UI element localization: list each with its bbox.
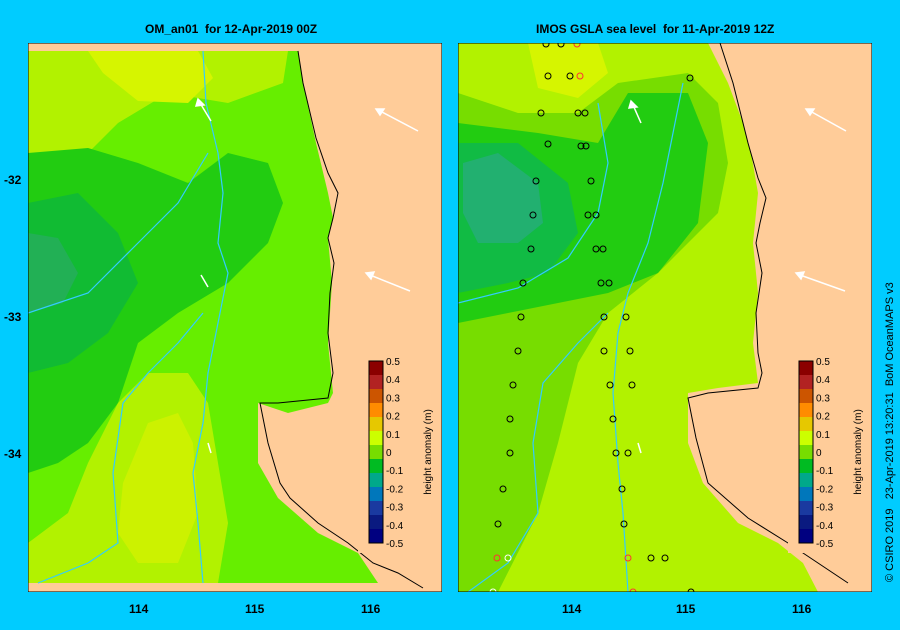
colorbar-segment [369,431,383,446]
right-map: 0.5 0.4 0.3 0.2 0.1 0 -0.1 -0.2 -0.3 -0.4 -0.5 heig… [458,43,872,592]
contour-teal [28,233,78,313]
bathymetry-line [28,152,209,314]
colorbar-segment [799,389,813,404]
x-tick-label: 114 [562,602,582,616]
left-panel-title: OM_an01 for 12-Apr-2019 00Z [145,22,318,36]
contour-yellowgreen [28,51,288,163]
colorbar-segment [369,459,383,474]
contour-teal [463,153,543,243]
colorbar-tick-label: 0.5 [816,357,830,368]
y-tick-label: -34 [4,447,22,461]
x-tick-label: 116 [792,602,812,616]
colorbar-tick-label: -0.4 [386,521,404,532]
colorbar-segment [369,515,383,530]
colorbar-tick-label: -0.3 [386,503,404,514]
contour-yellow-lower [118,413,198,563]
x-tick-label: 115 [676,602,696,616]
colorbar-segment [369,501,383,516]
colorbar: 0.5 0.4 0.3 0.2 0.1 0 -0.1 -0.2 -0.3 -0.4 -0.5 heig… [358,353,438,553]
colorbar-tick-label: -0.3 [816,503,834,514]
colorbar-segment [799,487,813,502]
colorbar-tick-label: 0.2 [816,412,830,423]
bathymetry-line [37,312,204,584]
colorbar-segment [799,361,813,376]
colorbar-segment [369,375,383,390]
coastline [259,50,424,589]
colorbar-tick-label: -0.5 [386,539,404,550]
contour-yellow-top [528,43,608,98]
x-tick-label: 116 [361,602,381,616]
colorbar-tick-label: -0.1 [816,466,834,477]
bathymetry-line [612,82,684,592]
colorbar-tick-label: 0.3 [386,393,400,404]
right-panel-title: IMOS GSLA sea level for 11-Apr-2019 12Z [536,22,775,36]
colorbar-segment [369,389,383,404]
colorbar-tick-label: 0.3 [816,393,830,404]
colorbar-segment [799,403,813,418]
y-tick-label: -33 [4,310,22,324]
colorbar-segment [799,431,813,446]
station-markers [489,43,695,592]
colorbar-tick-label: -0.2 [816,484,834,495]
colorbar-segment [799,417,813,432]
coastline [687,43,849,584]
colorbar-segment [369,445,383,460]
colorbar-label: height anomaly (m) [423,409,434,495]
x-tick-label: 115 [245,602,265,616]
y-tick-label: -32 [4,173,22,187]
bathymetry-line [192,50,229,584]
colorbar-label: height anomaly (m) [853,409,864,495]
current-arrow-icon [627,99,847,454]
colorbar-tick-label: -0.1 [386,466,404,477]
colorbar-segment [799,501,813,516]
colorbar-segment [799,473,813,488]
current-arrow-icon [194,97,419,454]
colorbar-segment [369,417,383,432]
colorbar-tick-label: 0 [816,448,822,459]
colorbar-tick-label: -0.2 [386,484,404,495]
x-tick-label: 114 [129,602,149,616]
colorbar-tick-label: 0.5 [386,357,400,368]
contour-yellow [88,51,213,103]
colorbar-tick-label: 0.2 [386,412,400,423]
colorbar-segment [369,473,383,488]
colorbar-tick-label: 0 [386,448,392,459]
bathymetry-line [458,102,609,304]
colorbar-segment [369,403,383,418]
colorbar-segment [369,529,383,544]
colorbar-tick-label: 0.4 [386,375,400,386]
colorbar-tick-label: 0.1 [386,430,400,441]
bathymetry-line [467,312,609,592]
colorbar-tick-label: -0.5 [816,539,834,550]
colorbar-segment [369,487,383,502]
colorbar-tick-label: 0.1 [816,430,830,441]
colorbar-segment [799,375,813,390]
colorbar-tick-label: -0.4 [816,521,834,532]
colorbar-segment [799,445,813,460]
left-map: 0.5 0.4 0.3 0.2 0.1 0 -0.1 -0.2 -0.3 -0.4 -0.5 heig… [28,43,442,592]
credit-text: © CSIRO 2019 23-Apr-2019 13:20:31 BoM Oc… [884,282,896,582]
colorbar-segment [799,529,813,544]
colorbar-tick-label: 0.4 [816,375,830,386]
colorbar-segment [799,459,813,474]
colorbar-segment [369,361,383,376]
colorbar: 0.5 0.4 0.3 0.2 0.1 0 -0.1 -0.2 -0.3 -0.4 -0.5 heig… [788,353,868,553]
colorbar-segment [799,515,813,530]
